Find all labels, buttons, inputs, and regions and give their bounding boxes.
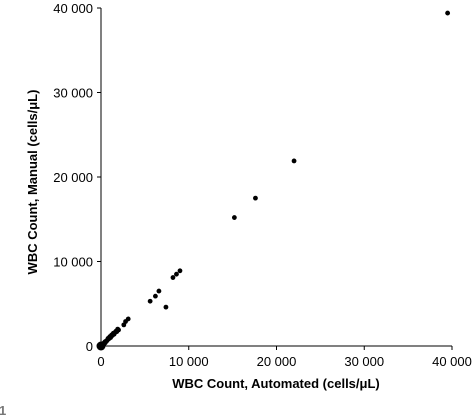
y-tick-label: 10 000 — [53, 255, 93, 270]
x-tick-label: 30 000 — [344, 354, 384, 369]
data-point — [163, 304, 169, 310]
data-point — [125, 316, 131, 322]
y-tick-label: 40 000 — [53, 1, 93, 16]
data-point — [174, 271, 179, 277]
data-point — [445, 10, 451, 16]
data-point — [156, 288, 162, 294]
data-point — [153, 293, 158, 299]
data-point — [116, 327, 121, 333]
data-point — [291, 158, 297, 164]
y-tick-label: 20 000 — [53, 170, 93, 185]
x-tick-label: 40 000 — [432, 354, 472, 369]
y-axis-title: WBC Count, Manual (cells/μL) — [25, 90, 40, 275]
data-point — [231, 215, 237, 220]
data-point — [147, 298, 153, 304]
y-tick-label: 0 — [86, 339, 93, 354]
x-axis-title: WBC Count, Automated (cells/μL) — [172, 376, 380, 391]
data-point — [253, 195, 258, 201]
panel-label: 1 — [0, 403, 6, 418]
data-point — [170, 275, 176, 280]
x-tick-label: 0 — [97, 354, 104, 369]
x-tick-label: 10 000 — [169, 354, 209, 369]
data-points — [96, 10, 451, 351]
x-tick-label: 20 000 — [257, 354, 297, 369]
data-point-cluster — [96, 341, 106, 351]
ticks: 0 10 000 20 000 30 000 40 000 0 10 000 20 000 30… — [53, 1, 472, 369]
y-tick-label: 30 000 — [53, 86, 93, 101]
data-point — [177, 268, 183, 274]
